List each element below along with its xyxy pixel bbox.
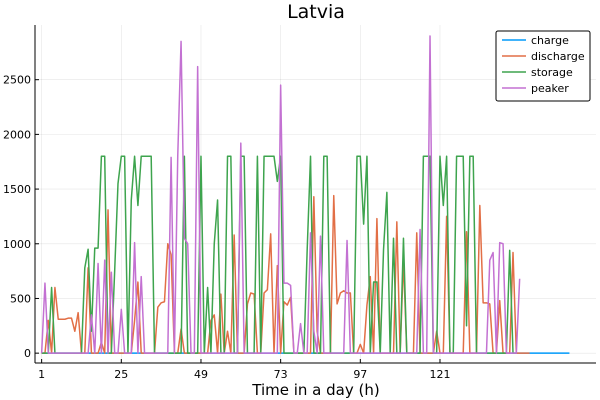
y-tick-label: 0 <box>24 347 31 360</box>
legend-label-charge: charge <box>531 34 569 47</box>
x-tick-label: 25 <box>114 368 128 381</box>
x-tick-label: 121 <box>429 368 450 381</box>
x-tick-label: 97 <box>353 368 367 381</box>
legend: charge discharge storage peaker <box>495 30 591 102</box>
x-tick-label: 73 <box>274 368 288 381</box>
x-tick-label: 49 <box>194 368 208 381</box>
y-tick-label: 1500 <box>3 183 31 196</box>
x-tick-label: 1 <box>38 368 45 381</box>
axes <box>34 25 596 364</box>
y-tick-label: 500 <box>10 292 31 305</box>
x-axis-label: Time in a day (h) <box>251 381 379 399</box>
legend-label-peaker: peaker <box>531 82 569 95</box>
y-tick-label: 1000 <box>3 238 31 251</box>
legend-box <box>495 30 591 102</box>
chart-title: Latvia <box>287 1 345 23</box>
y-tick-label: 2000 <box>3 128 31 141</box>
series-line-peaker <box>40 35 521 354</box>
tick-labels: 1 25 49 73 97 121 0 500 1000 1500 2000 2500 <box>3 74 450 381</box>
legend-label-storage: storage <box>531 66 573 79</box>
series-lines <box>40 35 570 354</box>
y-tick-label: 2500 <box>3 74 31 87</box>
legend-label-discharge: discharge <box>531 50 585 63</box>
